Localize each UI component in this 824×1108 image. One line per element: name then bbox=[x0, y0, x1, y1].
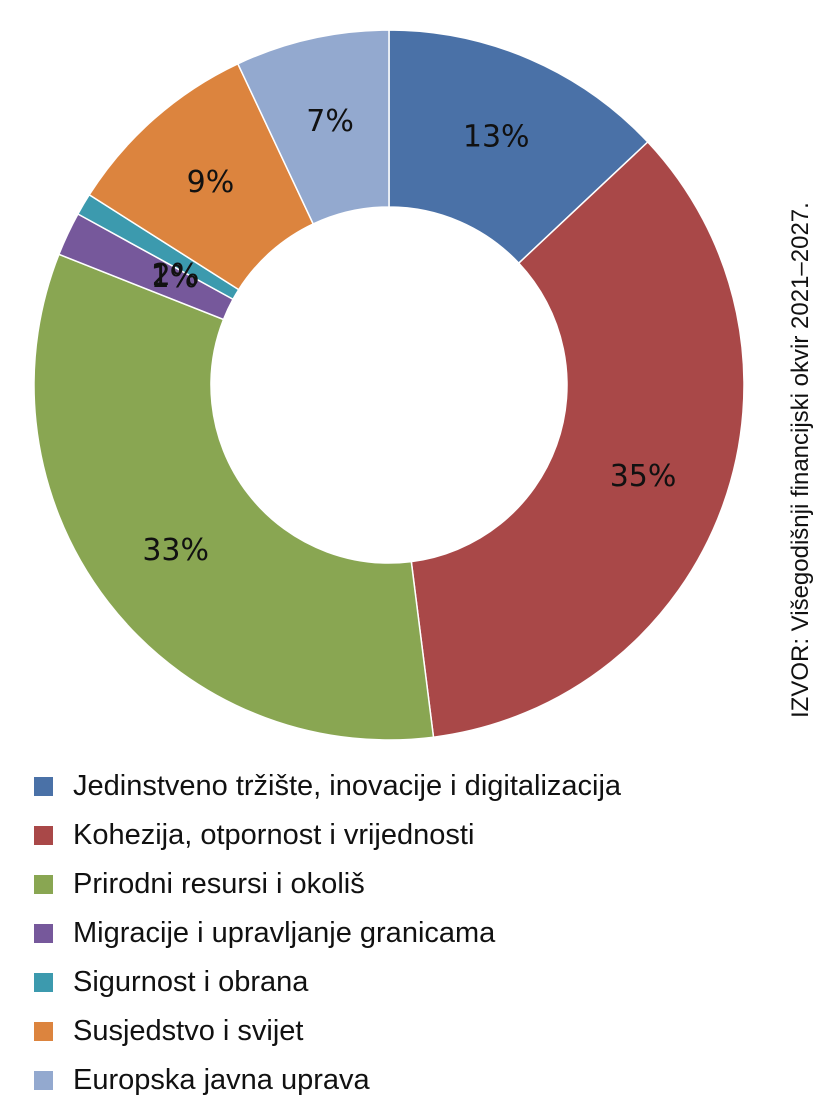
donut-slice bbox=[388, 29, 649, 265]
slice-label: 1% bbox=[151, 260, 199, 295]
donut-slice bbox=[236, 29, 390, 225]
legend-swatch bbox=[34, 875, 53, 894]
source-note: IZVOR: Višegodišnji financijski okvir 20… bbox=[787, 202, 814, 718]
legend-swatch bbox=[34, 924, 53, 943]
legend-item: Migracije i upravljanje granicama bbox=[34, 909, 621, 958]
legend-swatch bbox=[34, 973, 53, 992]
slice-labels: 13% 35% 33% 2%1% 9% 7% bbox=[142, 104, 676, 568]
legend-item: Jedinstveno tržište, inovacije i digital… bbox=[34, 762, 621, 811]
legend-label: Jedinstveno tržište, inovacije i digital… bbox=[73, 770, 622, 802]
slice-label: 7% bbox=[306, 104, 354, 139]
legend-item: Prirodni resursi i okoliš bbox=[34, 860, 621, 909]
slice-label: 35% bbox=[610, 459, 677, 494]
donut-slices bbox=[33, 29, 745, 741]
legend-swatch bbox=[34, 1071, 53, 1090]
slice-label: 2% bbox=[152, 258, 200, 293]
legend-label: Prirodni resursi i okoliš bbox=[73, 868, 365, 900]
legend-label: Susjedstvo i svijet bbox=[73, 1015, 304, 1047]
donut-slice bbox=[33, 253, 435, 741]
donut-slice bbox=[410, 140, 745, 739]
legend-label: Migracije i upravljanje granicama bbox=[73, 917, 496, 949]
legend-item: Kohezija, otpornost i vrijednosti bbox=[34, 811, 621, 860]
legend-item: Susjedstvo i svijet bbox=[34, 1007, 621, 1056]
legend-item: Sigurnost i obrana bbox=[34, 958, 621, 1007]
slice-label: 33% bbox=[142, 533, 209, 568]
donut-chart: 13% 35% 33% 2%1% 9% 7% bbox=[33, 29, 745, 741]
legend-label: Sigurnost i obrana bbox=[73, 966, 309, 998]
legend-item: Europska javna uprava bbox=[34, 1056, 621, 1105]
slice-label: 13% bbox=[463, 120, 530, 155]
legend-label: Europska javna uprava bbox=[73, 1064, 370, 1096]
legend-label: Kohezija, otpornost i vrijednosti bbox=[73, 819, 475, 851]
legend-swatch bbox=[34, 1022, 53, 1041]
slice-label: 9% bbox=[187, 165, 235, 200]
legend-swatch bbox=[34, 777, 53, 796]
legend: Jedinstveno tržište, inovacije i digital… bbox=[34, 762, 621, 1105]
legend-swatch bbox=[34, 826, 53, 845]
